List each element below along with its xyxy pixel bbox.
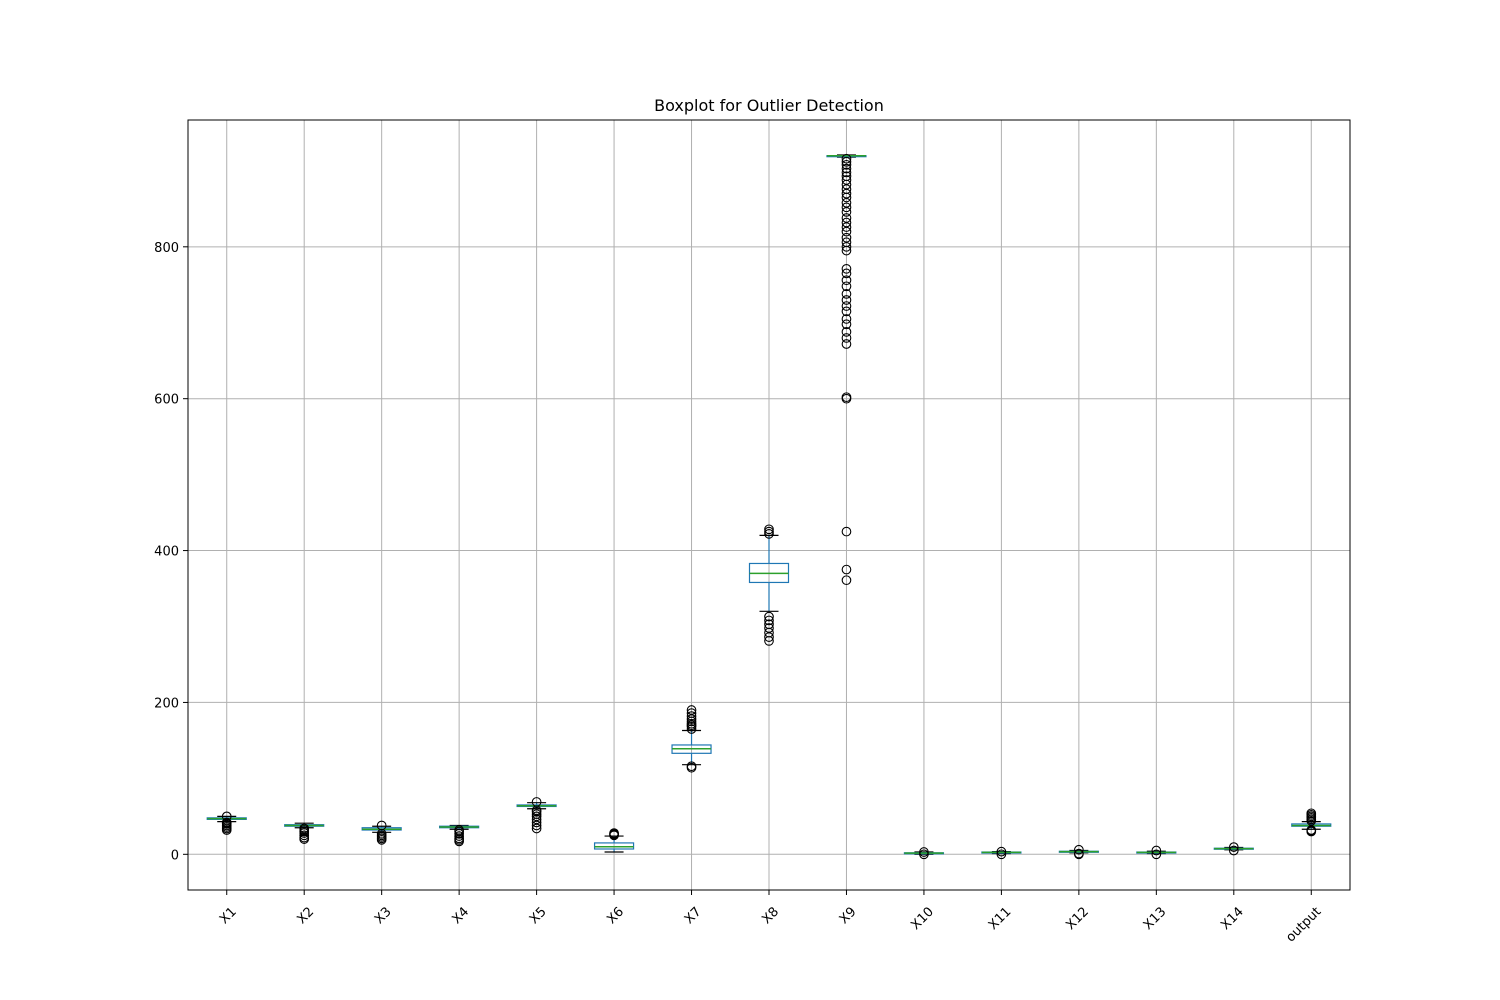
y-tick-label: 0 bbox=[171, 848, 179, 863]
outlier-point bbox=[686, 724, 697, 734]
outlier-point bbox=[841, 339, 852, 349]
chart-title: Boxplot for Outlier Detection bbox=[654, 96, 884, 115]
box-X6 bbox=[593, 828, 635, 853]
outlier-point bbox=[764, 619, 774, 630]
y-tick-label: 400 bbox=[154, 545, 179, 560]
outlier-point bbox=[841, 159, 852, 170]
outlier-point bbox=[841, 289, 852, 299]
outlier-point bbox=[609, 828, 619, 838]
outlier-point bbox=[1151, 845, 1162, 856]
outlier-point bbox=[841, 281, 852, 292]
outlier-point bbox=[454, 831, 464, 841]
outlier-point bbox=[841, 295, 852, 305]
outlier-point bbox=[686, 708, 697, 718]
outlier-point bbox=[841, 163, 852, 174]
outlier-point bbox=[841, 333, 852, 343]
plot-frame bbox=[187, 119, 1351, 891]
outlier-point bbox=[841, 575, 852, 586]
outlier-point bbox=[454, 828, 464, 839]
box-X2 bbox=[284, 822, 325, 844]
outlier-point bbox=[841, 275, 852, 286]
outlier-point bbox=[1228, 845, 1239, 856]
outlier-point bbox=[1074, 844, 1084, 855]
outlier-point bbox=[996, 849, 1007, 860]
outlier-point bbox=[841, 268, 852, 279]
outlier-point bbox=[919, 849, 929, 860]
outlier-point bbox=[531, 797, 542, 807]
box-X11 bbox=[981, 846, 1022, 860]
outlier-point bbox=[841, 319, 852, 330]
outlier-point bbox=[686, 705, 697, 715]
y-tick-label: 200 bbox=[154, 696, 179, 711]
outlier-point bbox=[841, 327, 852, 337]
outlier-point bbox=[841, 153, 852, 164]
outlier-point bbox=[841, 156, 852, 167]
outlier-point bbox=[841, 202, 852, 213]
outlier-point bbox=[764, 623, 774, 633]
outlier-point bbox=[841, 564, 852, 575]
y-tick-label: 600 bbox=[154, 393, 179, 408]
outlier-point bbox=[1074, 848, 1084, 859]
box-X12 bbox=[1058, 844, 1099, 860]
box-X13 bbox=[1136, 845, 1177, 860]
outlier-point bbox=[841, 232, 852, 243]
outlier-point bbox=[764, 615, 774, 626]
outlier-point bbox=[841, 263, 852, 274]
outlier-point bbox=[299, 830, 310, 841]
outlier-point bbox=[531, 811, 542, 822]
outlier-point bbox=[841, 306, 852, 317]
box-body bbox=[593, 842, 635, 850]
outlier-point bbox=[764, 524, 774, 535]
outlier-point bbox=[376, 820, 387, 831]
box-X14 bbox=[1213, 842, 1254, 856]
outlier-point bbox=[1151, 849, 1162, 860]
outlier-point bbox=[841, 213, 852, 223]
outlier-point bbox=[996, 846, 1007, 857]
box-X5 bbox=[516, 797, 557, 834]
box-X1 bbox=[206, 811, 247, 835]
box-X7 bbox=[671, 705, 712, 773]
outlier-point bbox=[841, 217, 852, 228]
outlier-point bbox=[1306, 808, 1317, 819]
outlier-point bbox=[764, 526, 774, 537]
outlier-point bbox=[686, 761, 697, 772]
box-X9 bbox=[826, 153, 867, 586]
outlier-point bbox=[841, 171, 852, 182]
outlier-point bbox=[764, 611, 774, 622]
outlier-point bbox=[1228, 842, 1239, 852]
boxes bbox=[206, 153, 1332, 860]
outlier-point bbox=[686, 711, 697, 721]
outlier-point bbox=[764, 529, 774, 539]
outlier-point bbox=[221, 817, 232, 828]
outlier-point bbox=[841, 314, 852, 324]
outlier-point bbox=[841, 301, 852, 311]
box-X8 bbox=[748, 524, 790, 646]
outlier-point bbox=[221, 811, 232, 822]
outlier-point bbox=[841, 175, 852, 185]
outlier-point bbox=[841, 167, 852, 178]
outlier-point bbox=[919, 847, 929, 857]
y-tick-label: 800 bbox=[154, 241, 179, 256]
outlier-point bbox=[841, 392, 852, 403]
box-X10 bbox=[903, 847, 945, 860]
outlier-point bbox=[841, 237, 852, 248]
outlier-point bbox=[686, 718, 697, 729]
outlier-point bbox=[841, 526, 852, 537]
outlier-point bbox=[454, 825, 464, 835]
outlier-point bbox=[531, 809, 542, 819]
outlier-point bbox=[299, 823, 310, 834]
box-X3 bbox=[361, 820, 402, 845]
box-X4 bbox=[439, 824, 480, 847]
box-output bbox=[1291, 808, 1332, 837]
